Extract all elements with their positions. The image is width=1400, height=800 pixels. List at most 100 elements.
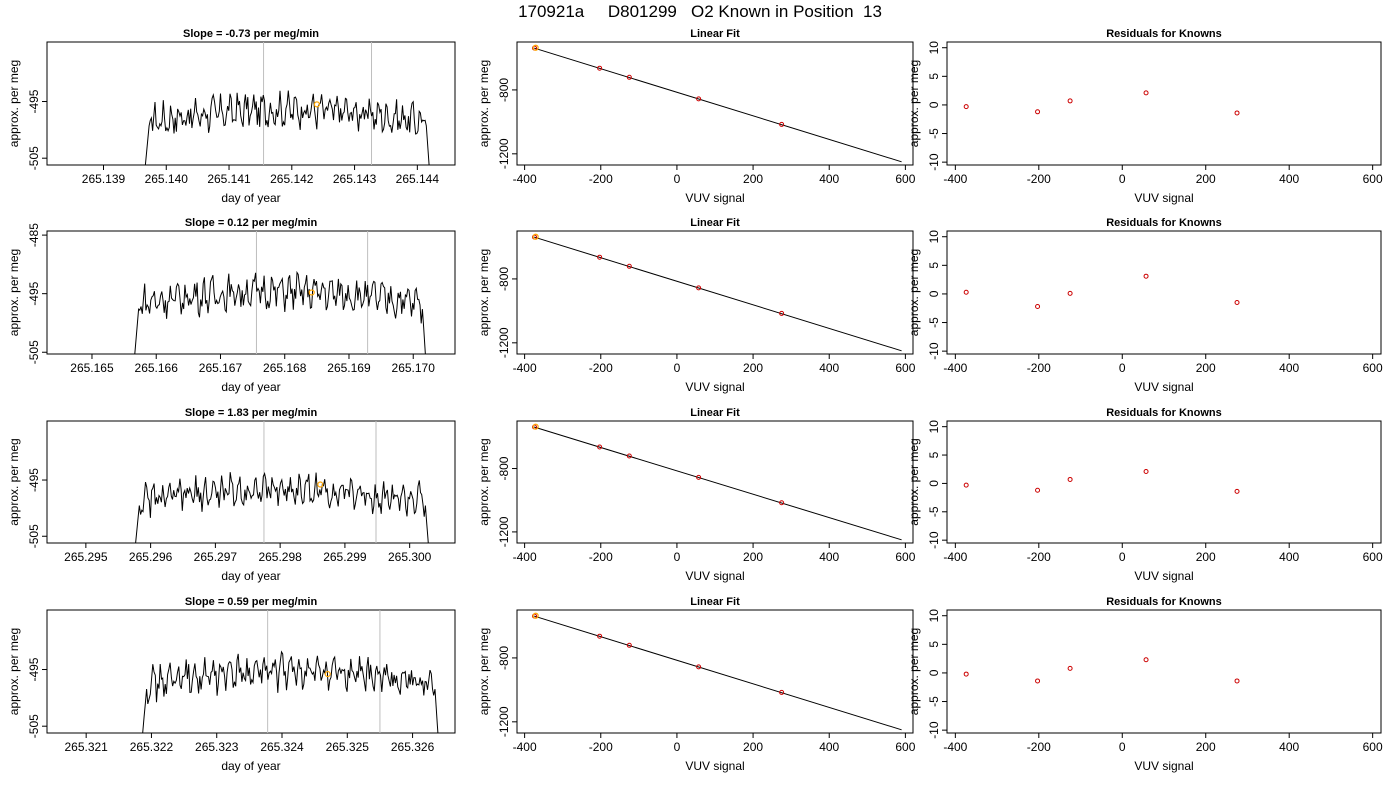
plot-frame (516, 230, 914, 355)
plot-area (134, 231, 426, 354)
known-point (696, 96, 702, 102)
x-tick-label: 600 (1363, 550, 1383, 564)
y-tick-label: -5 (927, 696, 941, 707)
known-point (696, 474, 702, 480)
sample-marker (532, 44, 539, 51)
x-axis-label: day of year (221, 569, 280, 583)
panel-title: Slope = 0.12 per meg/min (185, 217, 318, 229)
panel-title: Linear Fit (690, 407, 740, 419)
x-tick-label: -200 (1027, 740, 1051, 754)
x-tick-label: 265.297 (194, 550, 238, 564)
known-point (626, 263, 632, 269)
x-tick-label: 265.296 (129, 550, 173, 564)
sample-marker (532, 233, 539, 240)
residual-point (1234, 300, 1240, 306)
x-tick-label: 265.323 (195, 740, 239, 754)
y-axis-label: approx. per meg (7, 438, 21, 525)
residual-point (1035, 304, 1041, 310)
y-axis-label: approx. per meg (7, 60, 21, 147)
y-tick-label: -1200 (497, 327, 511, 358)
plot-frame (946, 230, 1382, 355)
figure-title: 170921a D801299 O2 Known in Position 13 (518, 2, 882, 21)
x-axis-label: VUV signal (1134, 759, 1193, 773)
known-point (779, 121, 785, 127)
y-axis-label: approx. per meg (477, 249, 491, 336)
known-point (597, 633, 603, 639)
y-tick-label: 0 (927, 669, 941, 676)
fit-panel-row-2: Linear Fit -400 -200 0 200 400 600 -800 -1200 VUV… (477, 217, 916, 394)
fit-line (533, 236, 902, 352)
x-axis-label: day of year (221, 191, 280, 205)
trace-panel-row-3: Slope = 1.83 per meg/min 265.295 265.296 26… (7, 407, 456, 583)
residual-point (1143, 469, 1149, 475)
known-point (597, 444, 603, 450)
plot-frame (46, 420, 456, 544)
y-axis-label: approx. per meg (7, 628, 21, 715)
panel-title: Slope = -0.73 per meg/min (183, 28, 319, 40)
y-tick-label: -5 (927, 317, 941, 328)
x-tick-label: 265.165 (70, 361, 114, 375)
x-tick-label: 265.321 (64, 740, 108, 754)
y-axis-label: approx. per meg (477, 628, 491, 715)
x-tick-label: 0 (674, 361, 681, 375)
x-tick-label: 265.325 (326, 740, 370, 754)
resid-panel-row-4: Residuals for Knowns -400 -200 0 200 400 600 -1… (907, 596, 1383, 773)
x-tick-label: 265.140 (145, 172, 189, 186)
x-tick-label: 265.298 (258, 550, 302, 564)
known-point (597, 65, 603, 71)
known-point (597, 254, 603, 260)
plot-area (135, 421, 429, 543)
x-tick-label: -200 (589, 361, 613, 375)
residual-point (1234, 110, 1240, 116)
fit-line (533, 426, 902, 541)
y-tick-label: -10 (927, 342, 941, 360)
panel-title: Linear Fit (690, 596, 740, 608)
x-tick-label: 265.322 (130, 740, 174, 754)
panel-title: Residuals for Knowns (1106, 596, 1222, 608)
x-tick-label: -400 (513, 172, 537, 186)
plot-frame (516, 41, 914, 166)
known-point (779, 500, 785, 506)
x-tick-label: -400 (513, 361, 537, 375)
x-axis-label: day of year (221, 759, 280, 773)
x-axis-label: VUV signal (1134, 569, 1193, 583)
plot-frame (946, 420, 1382, 544)
y-tick-label: -800 (497, 78, 511, 102)
fit-line (533, 47, 902, 163)
panel-title: Slope = 1.83 per meg/min (185, 407, 318, 419)
known-point (779, 689, 785, 695)
x-tick-label: -200 (589, 550, 613, 564)
y-axis-label: approx. per meg (7, 249, 21, 336)
y-tick-label: -1200 (497, 138, 511, 169)
signal-trace (134, 270, 426, 354)
x-axis-label: VUV signal (1134, 380, 1193, 394)
residual-point (1035, 109, 1041, 115)
x-tick-label: 265.142 (270, 172, 314, 186)
plot-area (532, 233, 902, 352)
x-tick-label: 400 (1279, 172, 1299, 186)
x-tick-label: 200 (743, 550, 763, 564)
x-tick-label: 265.299 (323, 550, 367, 564)
residual-point (963, 104, 969, 110)
x-tick-label: 400 (819, 550, 839, 564)
x-tick-label: -400 (513, 550, 537, 564)
y-tick-label: -495 (27, 657, 41, 681)
mean-marker (324, 670, 331, 678)
plot-area (144, 42, 430, 165)
plot-frame (516, 420, 914, 544)
x-tick-label: -400 (943, 740, 967, 754)
y-tick-label: 5 (927, 641, 941, 648)
trace-panel-row-4: Slope = 0.59 per meg/min 265.321 265.322 26… (7, 596, 456, 773)
x-tick-label: 200 (1196, 550, 1216, 564)
y-axis-label: approx. per meg (477, 60, 491, 147)
plot-frame (46, 609, 456, 734)
trace-panel-row-2: Slope = 0.12 per meg/min 265.165 265.166 26… (7, 217, 456, 394)
x-axis-label: VUV signal (685, 569, 744, 583)
residual-point (1067, 476, 1073, 482)
y-tick-label: -505 (27, 524, 41, 548)
y-axis-label: approx. per meg (907, 628, 921, 715)
x-tick-label: -200 (589, 740, 613, 754)
plot-frame (946, 609, 1382, 734)
y-tick-label: -10 (927, 531, 941, 549)
